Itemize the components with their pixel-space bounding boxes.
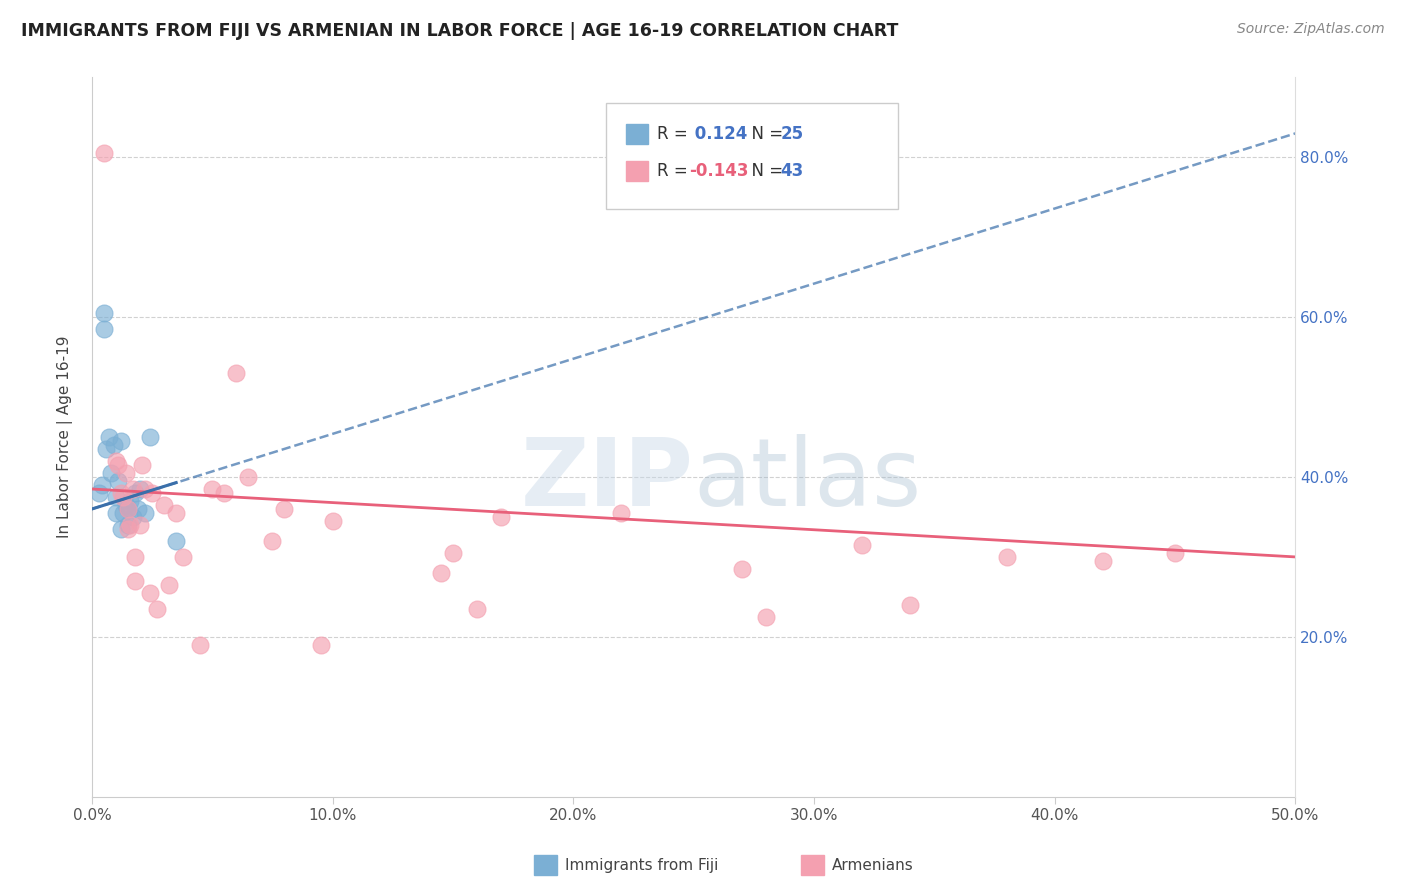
- Point: [117, 502, 139, 516]
- Point: [117, 522, 139, 536]
- Point: [103, 438, 125, 452]
- Point: [441, 546, 464, 560]
- Point: [898, 598, 921, 612]
- Point: [238, 470, 260, 484]
- Point: [157, 578, 180, 592]
- Point: [110, 434, 132, 448]
- Point: [110, 486, 132, 500]
- Point: [131, 458, 153, 472]
- Point: [153, 498, 176, 512]
- Point: [93, 322, 115, 336]
- Point: [146, 602, 169, 616]
- Text: IMMIGRANTS FROM FIJI VS ARMENIAN IN LABOR FORCE | AGE 16-19 CORRELATION CHART: IMMIGRANTS FROM FIJI VS ARMENIAN IN LABO…: [21, 22, 898, 40]
- Point: [225, 366, 247, 380]
- Text: ZIP: ZIP: [520, 434, 693, 526]
- Point: [93, 146, 115, 161]
- Point: [465, 602, 488, 616]
- Point: [96, 442, 118, 456]
- Point: [273, 502, 295, 516]
- Point: [214, 486, 236, 500]
- Point: [90, 478, 112, 492]
- Point: [995, 549, 1018, 564]
- Point: [755, 610, 778, 624]
- Point: [121, 482, 143, 496]
- Point: [134, 482, 156, 496]
- Point: [262, 533, 284, 548]
- Text: atlas: atlas: [693, 434, 922, 526]
- Point: [165, 533, 187, 548]
- Point: [117, 518, 139, 533]
- Point: [105, 490, 128, 504]
- Text: R =: R =: [657, 125, 693, 143]
- Point: [322, 514, 344, 528]
- Point: [117, 502, 139, 516]
- Point: [114, 466, 136, 480]
- Text: 43: 43: [780, 162, 804, 180]
- Point: [105, 506, 128, 520]
- Text: Source: ZipAtlas.com: Source: ZipAtlas.com: [1237, 22, 1385, 37]
- Point: [120, 494, 142, 508]
- Point: [120, 518, 142, 533]
- Y-axis label: In Labor Force | Age 16-19: In Labor Force | Age 16-19: [58, 335, 73, 538]
- Point: [134, 506, 156, 520]
- Point: [172, 549, 194, 564]
- Point: [731, 562, 754, 576]
- Point: [110, 522, 132, 536]
- Point: [141, 486, 163, 500]
- Text: 0.124: 0.124: [689, 125, 748, 143]
- Point: [138, 586, 160, 600]
- Point: [127, 502, 149, 516]
- Point: [112, 506, 135, 520]
- Point: [309, 638, 332, 652]
- Point: [97, 430, 120, 444]
- Point: [89, 486, 111, 500]
- Point: [107, 458, 129, 472]
- Point: [1091, 554, 1114, 568]
- Point: [121, 510, 143, 524]
- Point: [105, 454, 128, 468]
- Point: [138, 430, 160, 444]
- Text: -0.143: -0.143: [689, 162, 748, 180]
- Point: [112, 490, 135, 504]
- Point: [124, 486, 146, 500]
- Point: [430, 566, 453, 580]
- Point: [489, 510, 512, 524]
- Text: 25: 25: [780, 125, 803, 143]
- Text: N =: N =: [741, 125, 789, 143]
- Text: Armenians: Armenians: [832, 858, 914, 872]
- Point: [851, 538, 873, 552]
- Point: [129, 482, 152, 496]
- Point: [201, 482, 224, 496]
- Point: [124, 549, 146, 564]
- Point: [129, 518, 152, 533]
- Point: [188, 638, 211, 652]
- Point: [93, 306, 115, 320]
- Point: [107, 474, 129, 488]
- Text: Immigrants from Fiji: Immigrants from Fiji: [565, 858, 718, 872]
- Point: [114, 498, 136, 512]
- Text: R =: R =: [657, 162, 693, 180]
- Point: [610, 506, 633, 520]
- Point: [100, 466, 122, 480]
- Point: [165, 506, 187, 520]
- Point: [124, 574, 146, 588]
- Text: N =: N =: [741, 162, 789, 180]
- Point: [1164, 546, 1187, 560]
